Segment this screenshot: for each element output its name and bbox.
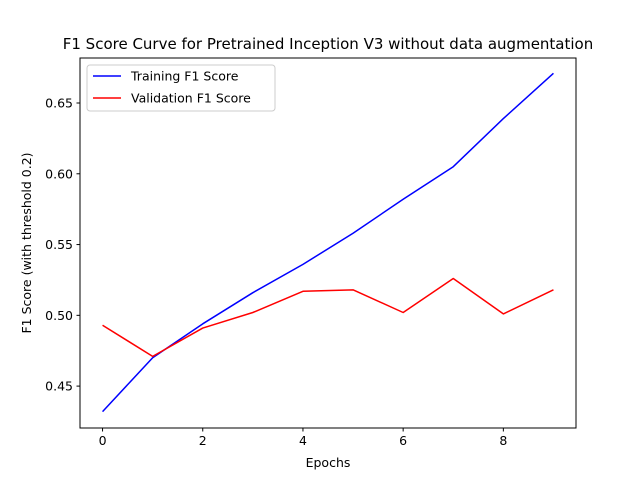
x-tick-label: 6 (399, 433, 407, 448)
legend-label-training: Training F1 Score (130, 69, 239, 84)
y-tick-label: 0.60 (45, 166, 73, 181)
x-tick-label: 0 (99, 433, 107, 448)
series-layer (102, 72, 554, 413)
legend-label-validation: Validation F1 Score (131, 91, 251, 106)
x-tick-label: 2 (199, 433, 207, 448)
y-tick-label: 0.55 (45, 237, 73, 252)
x-tick-label: 4 (299, 433, 307, 448)
y-axis-label: F1 Score (with threshold 0.2) (19, 152, 34, 333)
y-tick-label: 0.65 (45, 96, 73, 111)
x-tick-label: 8 (499, 433, 507, 448)
legend: Training F1 Score Validation F1 Score (86, 64, 276, 112)
chart-title: F1 Score Curve for Pretrained Inception … (63, 35, 594, 53)
plot-frame (79, 57, 577, 429)
x-axis-label: Epochs (306, 455, 351, 470)
series-line-validation (102, 277, 554, 358)
legend-box (86, 64, 276, 112)
y-axis-ticks: 0.45 0.50 0.55 0.60 0.65 (45, 96, 80, 394)
series-line-training (102, 72, 554, 413)
y-tick-label: 0.50 (45, 308, 73, 323)
y-tick-label: 0.45 (45, 379, 73, 394)
x-axis-ticks: 0 2 4 6 8 (99, 428, 507, 448)
